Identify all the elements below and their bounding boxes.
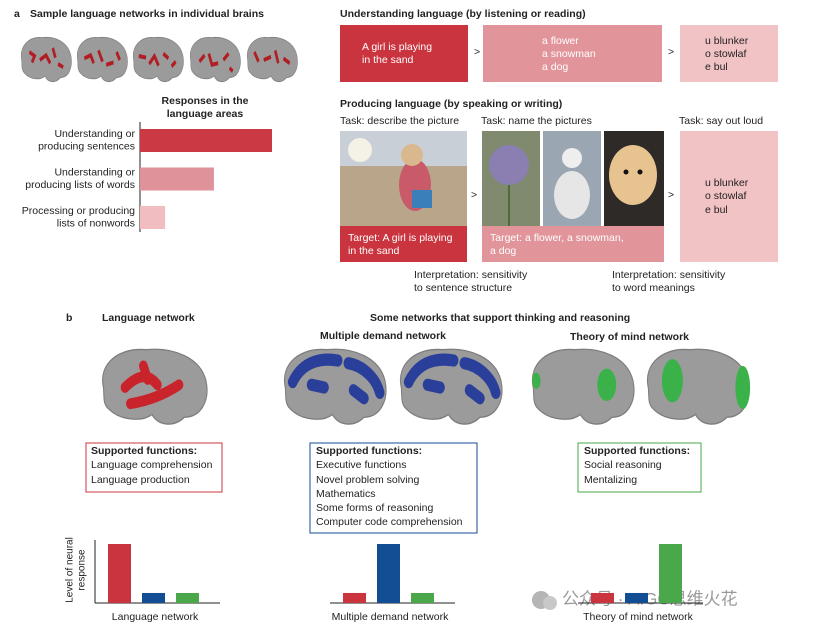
watermark: 公众号 · AIGC思维火花	[562, 589, 738, 608]
function-title: Supported functions:	[316, 445, 422, 457]
function-item: Executive functions	[316, 459, 406, 471]
photo	[482, 131, 540, 226]
task-label: Task: name the pictures	[481, 115, 592, 127]
category-label: producing lists of words	[25, 179, 135, 191]
bar	[377, 544, 400, 603]
interpretation: to sentence structure	[414, 282, 512, 294]
function-item: Mentalizing	[584, 474, 637, 486]
bar	[176, 592, 199, 603]
function-item: Language comprehension	[91, 459, 213, 471]
stimulus-text: a flower	[542, 35, 579, 47]
category-label: lists of nonwords	[57, 217, 135, 229]
stimulus-text: o stowlaf	[705, 48, 747, 60]
stimulus-text: e bul	[705, 204, 728, 216]
separator: >	[668, 46, 674, 58]
chart-title: language areas	[167, 108, 244, 120]
category-label: producing sentences	[38, 140, 135, 152]
function-title: Supported functions:	[584, 445, 690, 457]
bar	[142, 592, 165, 603]
function-item: Mathematics	[316, 488, 376, 500]
y-axis-label: Level of neural	[65, 537, 76, 603]
interpretation: Interpretation: sensitivity	[612, 269, 726, 281]
bar	[591, 592, 614, 603]
chart-title: Responses in the	[162, 95, 249, 107]
function-box	[309, 442, 478, 534]
task-label: Task: describe the picture	[340, 115, 459, 127]
separator: >	[471, 189, 477, 201]
brain	[283, 348, 387, 425]
task-label: Task: say out loud	[679, 115, 763, 127]
section-title: Some networks that support thinking and …	[370, 312, 630, 324]
photo	[604, 131, 664, 226]
function-item: Language production	[91, 474, 190, 486]
stimulus-box	[340, 25, 468, 82]
stimulus-text: u blunker	[705, 35, 749, 47]
stimulus-box	[680, 25, 778, 82]
bar	[411, 592, 434, 603]
function-box	[577, 442, 702, 493]
section-title: Theory of mind network	[570, 331, 689, 343]
interpretation: Interpretation: sensitivity	[414, 269, 528, 281]
target-text: in the sand	[348, 245, 400, 257]
stimulus-text: a dog	[542, 61, 568, 73]
target-text: a dog	[490, 245, 516, 257]
separator: >	[474, 46, 480, 58]
brain	[646, 348, 751, 425]
bar	[140, 206, 166, 229]
target-box	[482, 226, 664, 262]
x-axis-label: Theory of mind network	[583, 611, 693, 623]
function-item: Some forms of reasoning	[316, 502, 433, 514]
category-label: Understanding or	[54, 166, 135, 178]
stimulus-box	[680, 131, 778, 262]
bar	[140, 167, 214, 191]
brain	[399, 348, 503, 425]
stimulus-text: u blunker	[705, 177, 749, 189]
x-axis-label: Language network	[112, 611, 199, 623]
bar	[625, 592, 648, 603]
photo	[340, 131, 467, 226]
section-title: Multiple demand network	[320, 330, 446, 342]
target-text: Target: a flower, a snowman,	[490, 232, 624, 244]
target-text: Target: A girl is playing	[348, 232, 453, 244]
brain	[531, 348, 635, 425]
function-item: Social reasoning	[584, 459, 662, 471]
function-item: Computer code comprehension	[316, 516, 463, 528]
interpretation: to word meanings	[612, 282, 695, 294]
bar	[140, 129, 272, 152]
bar	[108, 544, 131, 603]
panel-label: a	[14, 8, 20, 20]
section-title: Producing language (by speaking or writi…	[340, 98, 562, 110]
category-label: Processing or producing	[22, 205, 135, 217]
function-item: Novel problem solving	[316, 474, 419, 486]
separator: >	[668, 189, 674, 201]
stimulus-text: a snowman	[542, 48, 596, 60]
function-title: Supported functions:	[91, 445, 197, 457]
category-label: Understanding or	[54, 128, 135, 140]
function-box	[85, 442, 223, 493]
brain-row	[20, 36, 298, 83]
watermark-icon	[532, 591, 557, 610]
photo	[543, 131, 601, 226]
brain	[101, 348, 208, 425]
section-title: Sample language networks in individual b…	[30, 8, 264, 20]
target-box	[340, 226, 467, 262]
panel-label: b	[66, 312, 72, 324]
bar	[343, 592, 366, 603]
stimulus-text: e bul	[705, 61, 728, 73]
y-axis-label: response	[77, 549, 88, 591]
section-title: Language network	[102, 312, 195, 324]
bar	[659, 544, 682, 603]
stimulus-box	[483, 25, 662, 82]
stimulus-text: A girl is playing	[362, 41, 432, 53]
section-title: Understanding language (by listening or …	[340, 8, 586, 20]
x-axis-label: Multiple demand network	[332, 611, 449, 623]
stimulus-text: o stowlaf	[705, 190, 747, 202]
stimulus-text: in the sand	[362, 54, 414, 66]
